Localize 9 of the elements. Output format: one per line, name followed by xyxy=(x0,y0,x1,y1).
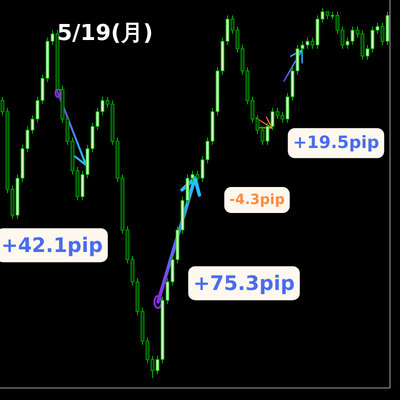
annotation: -4.3pip xyxy=(224,187,290,214)
title: 5/19(月) xyxy=(56,21,154,46)
annotation: +75.3pip xyxy=(193,271,295,296)
annotation: -4.3pip xyxy=(229,192,285,208)
annotation: +42.1pip xyxy=(0,228,108,262)
annotation: +19.5pip xyxy=(288,128,384,158)
annotation: +42.1pip xyxy=(1,233,103,258)
annotation: +19.5pip xyxy=(292,133,380,154)
annotation: +75.3pip xyxy=(188,266,300,300)
